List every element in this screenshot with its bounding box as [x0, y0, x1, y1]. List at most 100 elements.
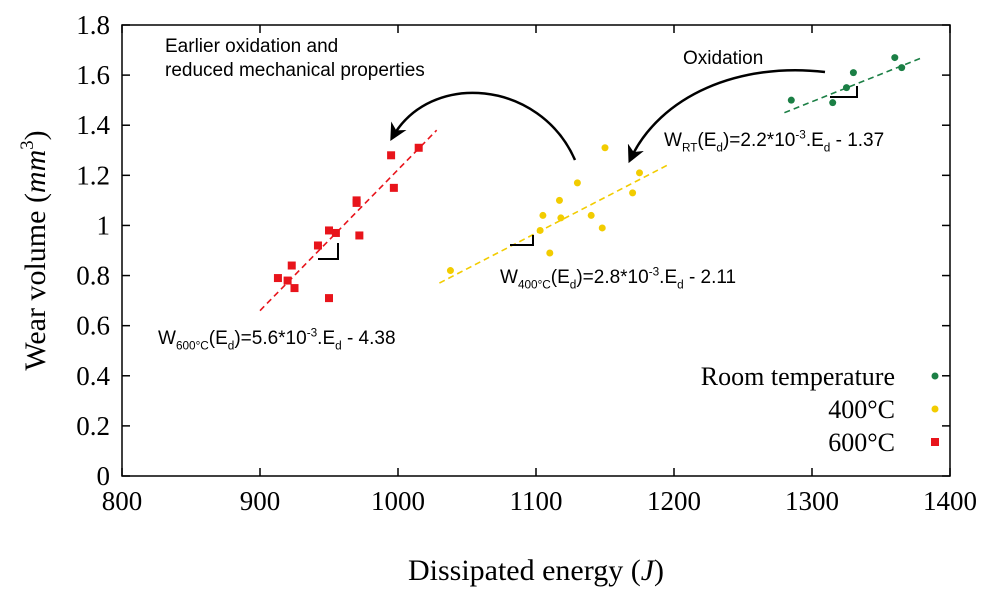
point: [898, 64, 906, 72]
text-part: d: [335, 340, 342, 353]
point: [629, 189, 637, 197]
text-part: -3: [307, 326, 318, 339]
legend-label: Room temperature: [701, 362, 895, 391]
text-part: )=2.8*10: [576, 267, 648, 288]
annotation: Earlier oxidation and reduced mechanical …: [165, 36, 425, 81]
slope-mark: [830, 86, 858, 98]
point: [283, 276, 292, 285]
point: [598, 224, 606, 232]
text-part: 400°C: [518, 279, 551, 292]
x-tick-label: 1100: [510, 486, 563, 516]
point: [446, 267, 454, 275]
point: [273, 274, 282, 283]
text-part: J: [641, 554, 656, 587]
point: [601, 144, 609, 152]
point: [414, 143, 423, 152]
y-tick-label: 0.6: [76, 311, 110, 341]
point: [352, 196, 361, 205]
point: [829, 99, 837, 107]
annotation: W600°C(Ed)=5.6*10-3.Ed - 4.38: [158, 326, 396, 352]
y-tick-label: 1.6: [76, 60, 110, 90]
point: [313, 241, 322, 250]
point: [849, 69, 857, 77]
text-part: .E: [317, 328, 335, 349]
text-part: ): [654, 554, 664, 587]
text-part: - 4.38: [342, 328, 396, 349]
y-tick-label: 1: [97, 210, 111, 240]
annotation-line: reduced mechanical properties: [165, 60, 425, 81]
y-tick-label: 1.2: [76, 160, 110, 190]
text-part: ): [19, 130, 52, 140]
y-tick-label: 0.8: [76, 261, 110, 291]
point: [287, 261, 296, 270]
arrow: [390, 91, 577, 161]
y-tick-label: 0: [97, 461, 111, 491]
annotation-line: Earlier oxidation and: [165, 36, 338, 57]
slope-mark: [318, 243, 339, 260]
x-tick-label: 1200: [647, 486, 701, 516]
annotation: Oxidation: [683, 48, 763, 69]
text-part: Wear volume (: [19, 193, 52, 371]
point: [557, 214, 565, 222]
legend-marker: [931, 372, 939, 380]
text-part: d: [824, 142, 831, 155]
text-part: d: [716, 142, 723, 155]
text-part: d: [570, 279, 577, 292]
text-part: 3: [17, 140, 38, 149]
point: [387, 151, 396, 160]
point: [636, 169, 643, 177]
text-part: (E: [209, 328, 228, 349]
annotation-line: Oxidation: [683, 48, 763, 69]
y-axis-title: Wear volume (mm3): [17, 130, 52, 370]
text-part: )=5.6*10: [234, 328, 306, 349]
x-tick-label: 1000: [371, 486, 425, 516]
x-tick-label: 1400: [923, 486, 977, 516]
point: [331, 228, 340, 237]
text-part: - 1.37: [830, 130, 884, 151]
fit-line: [439, 164, 668, 284]
text-part: d: [228, 340, 235, 353]
slope-mark: [510, 235, 534, 246]
text-part: 600°C: [176, 340, 209, 353]
y-tick-label: 0.2: [76, 411, 110, 441]
point: [787, 96, 795, 104]
text-part: .E: [659, 267, 677, 288]
annotation: WRT(Ed)=2.2*10-3.Ed - 1.37: [664, 128, 884, 154]
x-tick-label: 900: [240, 486, 281, 516]
x-tick-label: 1300: [785, 486, 839, 516]
text-part: W: [664, 130, 682, 151]
legend-label: 600°C: [828, 428, 895, 457]
text-part: RT: [682, 142, 697, 155]
point: [891, 54, 899, 62]
y-tick-label: 1.8: [76, 10, 110, 40]
text-part: W: [500, 267, 518, 288]
point: [539, 211, 547, 219]
text-part: (E: [551, 267, 570, 288]
point: [573, 179, 581, 187]
plot: 800 900 1000 1100 1200 1300 1400 0 0.2 0.4 0.6 0.8 1…: [17, 10, 977, 587]
point: [325, 226, 333, 235]
point: [536, 226, 544, 234]
point: [389, 183, 398, 192]
arrow: [627, 68, 826, 164]
point: [290, 284, 299, 293]
y-tick-label: 1.4: [76, 110, 110, 140]
point: [587, 211, 595, 219]
x-axis-title: Dissipated energy (J): [408, 554, 664, 587]
text-part: (E: [697, 130, 716, 151]
text-part: -3: [649, 265, 660, 278]
point: [843, 84, 850, 92]
y-tick-label: 0.4: [76, 361, 110, 391]
x-tick-label: 800: [102, 486, 143, 516]
legend-marker: [931, 438, 939, 446]
legend-marker: [931, 405, 939, 413]
text-part: -3: [795, 128, 806, 141]
text-part: .E: [806, 130, 824, 151]
text-part: mm: [19, 150, 52, 193]
annotation: W400°C(Ed)=2.8*10-3.Ed - 2.11: [500, 265, 736, 291]
point: [546, 249, 554, 257]
text-part: W: [158, 328, 176, 349]
text-part: - 2.11: [684, 267, 736, 288]
